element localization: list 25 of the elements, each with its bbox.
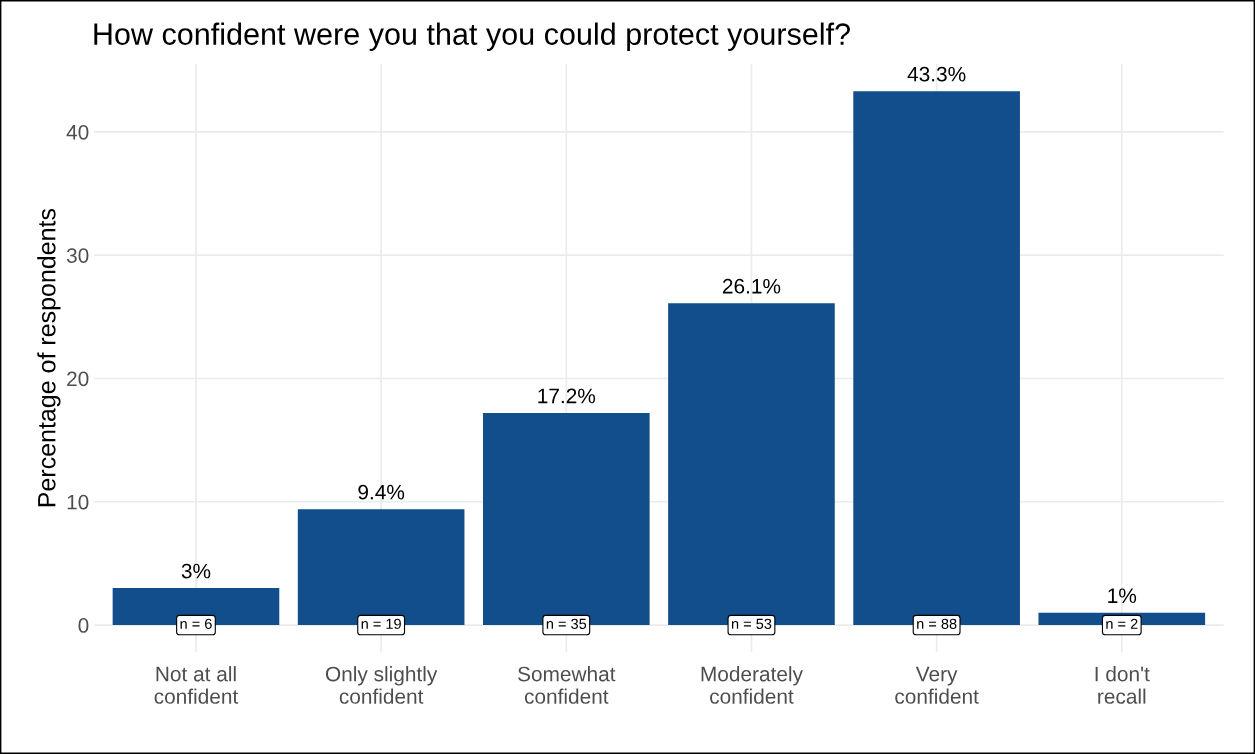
data-label: 9.4%	[358, 484, 405, 500]
annotation: n = 19	[361, 618, 401, 629]
annotation: n = 6	[180, 618, 212, 629]
annotation: n = 88	[917, 618, 957, 629]
x-tick-label: Moderately confident	[701, 666, 803, 704]
chart-title: How confident were you that you could protect yourself?	[94, 22, 850, 51]
y-tick-label: 20	[67, 371, 89, 387]
data-label: 43.3%	[907, 66, 966, 82]
annotation: n = 53	[731, 618, 772, 629]
data-label: 3%	[181, 563, 211, 579]
annotation: n = 35	[546, 618, 587, 629]
annotation: n = 2	[1106, 618, 1138, 629]
x-tick-label: Very confident	[895, 666, 979, 704]
y-tick-label: 30	[66, 248, 89, 263]
data-label: 26.1%	[722, 278, 781, 294]
x-tick-label: Not at all confident	[154, 666, 239, 704]
x-tick-label: Only slightly confident	[325, 666, 438, 704]
x-tick-label: Somewhat confident	[518, 666, 616, 704]
data-label: 17.2%	[538, 388, 596, 404]
y-tick-label: 10	[67, 494, 89, 510]
data-label: 1%	[1108, 588, 1137, 603]
y-tick-label: 40	[66, 124, 89, 140]
y-tick-label: 0	[78, 618, 89, 633]
y-axis-title: Percentage of respondents	[37, 208, 61, 507]
x-tick-label: I don't recall	[1095, 666, 1150, 704]
